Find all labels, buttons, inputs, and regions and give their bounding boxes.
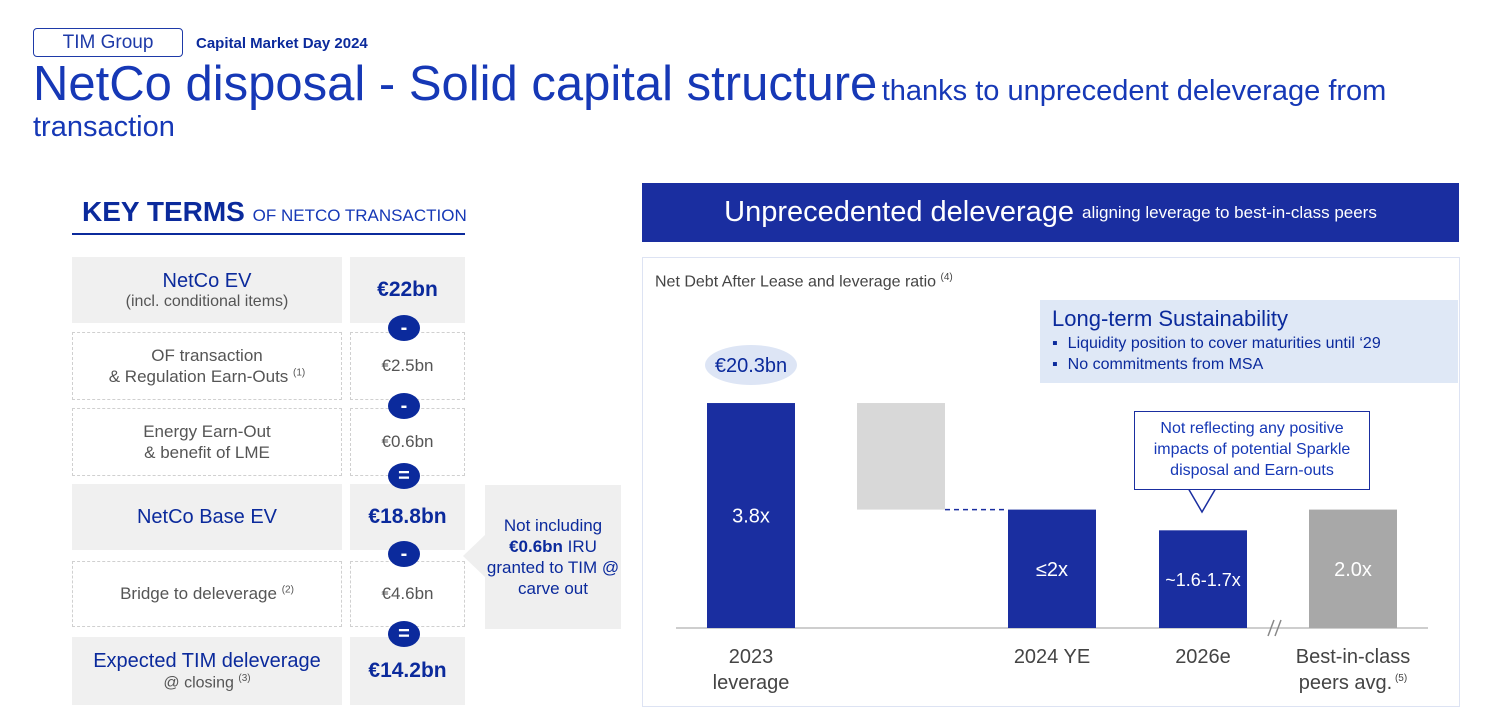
row-bridge-value: €4.6bn — [350, 561, 465, 627]
banner-title: Unprecedented deleverage — [724, 196, 1075, 228]
sustainability-bullet: Liquidity position to cover maturities u… — [1052, 334, 1446, 355]
iru-note: Not including €0.6bn IRU granted to TIM … — [485, 485, 621, 629]
minus-operator: - — [388, 393, 420, 419]
chart-label: Net Debt After Lease and leverage ratio … — [655, 272, 953, 291]
title-main: NetCo disposal - Solid capital structure — [33, 57, 878, 111]
equals-operator: = — [388, 621, 420, 647]
chart-frame — [642, 257, 1460, 707]
row-energy-label: Energy Earn-Out & benefit of LME — [72, 408, 342, 476]
row-netco-ev-label: NetCo EV (incl. conditional items) — [72, 257, 342, 323]
event-label: Capital Market Day 2024 — [196, 35, 368, 52]
minus-operator: - — [388, 315, 420, 341]
banner-subtitle: aligning leverage to best-in-class peers — [1082, 202, 1377, 222]
title-sub: thanks to unprecedent deleverage from tr… — [33, 75, 1387, 143]
group-tag: TIM Group — [33, 28, 183, 57]
minus-operator: - — [388, 541, 420, 567]
row-of-transaction-label: OF transaction & Regulation Earn-Outs (1) — [72, 332, 342, 400]
sustainability-bullet: No commitments from MSA — [1052, 355, 1446, 376]
row-deleverage-label: Expected TIM deleverage @ closing (3) — [72, 637, 342, 705]
sustainability-title: Long-term Sustainability — [1052, 306, 1289, 331]
page-title: NetCo disposal - Solid capital structure… — [33, 57, 1473, 144]
row-deleverage-value: €14.2bn — [350, 637, 465, 705]
note-pointer — [463, 535, 485, 577]
key-terms-title: KEY TERMS OF NETCO TRANSACTION — [82, 196, 467, 227]
sparkle-callout: Not reflecting any positive impacts of p… — [1134, 411, 1370, 490]
equals-operator: = — [388, 463, 420, 489]
key-terms-underline — [72, 233, 465, 235]
row-bridge-label: Bridge to deleverage (2) — [72, 561, 342, 627]
deleverage-banner: Unprecedented deleverage aligning levera… — [642, 183, 1459, 242]
row-of-transaction-value: €2.5bn — [350, 332, 465, 400]
row-base-ev-value: €18.8bn — [350, 484, 465, 550]
row-netco-ev-value: €22bn — [350, 257, 465, 323]
row-base-ev-label: NetCo Base EV — [72, 484, 342, 550]
key-terms-subtitle: OF NETCO TRANSACTION — [252, 206, 467, 225]
sustainability-box: Long-term Sustainability Liquidity posit… — [1040, 300, 1458, 383]
